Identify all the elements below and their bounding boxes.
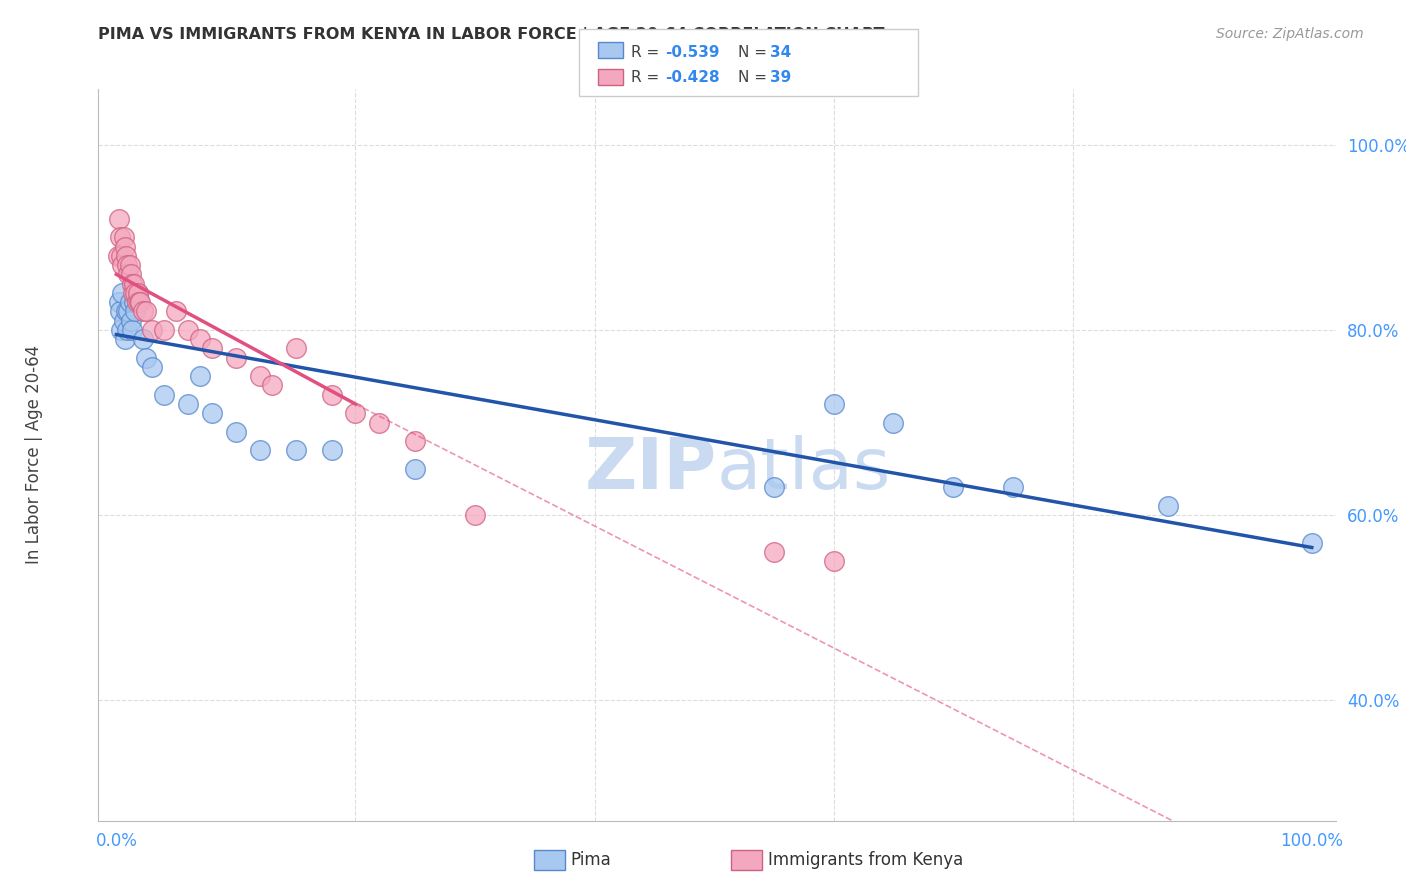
Point bbox=[108, 230, 131, 244]
Point bbox=[131, 304, 153, 318]
Point bbox=[153, 323, 176, 337]
Point bbox=[107, 295, 129, 310]
Point bbox=[135, 351, 157, 365]
Text: Immigrants from Kenya: Immigrants from Kenya bbox=[768, 851, 963, 869]
Point bbox=[124, 277, 146, 291]
Point bbox=[762, 545, 785, 559]
Point bbox=[120, 268, 142, 282]
Point bbox=[127, 285, 149, 300]
Point bbox=[141, 359, 163, 374]
Point bbox=[115, 249, 138, 263]
Point bbox=[153, 388, 176, 402]
Point bbox=[127, 285, 149, 300]
Point bbox=[249, 369, 271, 384]
Point bbox=[124, 285, 146, 300]
Point bbox=[108, 304, 131, 318]
Point bbox=[120, 313, 142, 327]
Point bbox=[125, 295, 148, 310]
Point bbox=[114, 332, 136, 346]
Text: PIMA VS IMMIGRANTS FROM KENYA IN LABOR FORCE | AGE 20-64 CORRELATION CHART: PIMA VS IMMIGRANTS FROM KENYA IN LABOR F… bbox=[98, 27, 884, 43]
Point bbox=[107, 211, 129, 226]
Point bbox=[124, 304, 146, 318]
Text: N =: N = bbox=[738, 45, 772, 60]
Point bbox=[177, 397, 200, 411]
Point bbox=[404, 462, 426, 476]
Point bbox=[118, 295, 141, 310]
Point bbox=[121, 277, 143, 291]
Text: atlas: atlas bbox=[717, 435, 891, 504]
Point bbox=[115, 323, 138, 337]
Point bbox=[284, 443, 307, 458]
Point bbox=[117, 304, 139, 318]
Y-axis label: In Labor Force | Age 20-64: In Labor Force | Age 20-64 bbox=[25, 345, 42, 565]
Point bbox=[110, 323, 132, 337]
Text: Source: ZipAtlas.com: Source: ZipAtlas.com bbox=[1216, 27, 1364, 41]
Point bbox=[249, 443, 271, 458]
Point bbox=[110, 249, 132, 263]
Text: 39: 39 bbox=[770, 70, 792, 85]
Point bbox=[201, 342, 224, 356]
Point bbox=[201, 406, 224, 420]
Point bbox=[882, 416, 904, 430]
Point bbox=[823, 397, 845, 411]
Point bbox=[118, 258, 141, 272]
Text: Pima: Pima bbox=[571, 851, 612, 869]
Point bbox=[165, 304, 187, 318]
Point bbox=[321, 443, 343, 458]
Point bbox=[823, 554, 845, 568]
Point bbox=[1157, 499, 1180, 513]
Point bbox=[225, 425, 247, 439]
Point bbox=[115, 304, 138, 318]
Point bbox=[122, 285, 145, 300]
Text: N =: N = bbox=[738, 70, 772, 85]
Point bbox=[177, 323, 200, 337]
Point bbox=[404, 434, 426, 448]
Point bbox=[117, 268, 139, 282]
Point bbox=[107, 249, 129, 263]
Point bbox=[121, 323, 143, 337]
Point bbox=[128, 295, 150, 310]
Point bbox=[225, 351, 247, 365]
Point bbox=[114, 239, 136, 253]
Point bbox=[188, 369, 211, 384]
Point bbox=[260, 378, 283, 392]
Point bbox=[762, 480, 785, 494]
Text: -0.539: -0.539 bbox=[665, 45, 720, 60]
Text: R =: R = bbox=[631, 45, 665, 60]
Point bbox=[112, 313, 135, 327]
Text: R =: R = bbox=[631, 70, 665, 85]
Point bbox=[188, 332, 211, 346]
Point bbox=[464, 508, 486, 522]
Point bbox=[124, 295, 146, 310]
Text: ZIP: ZIP bbox=[585, 435, 717, 504]
Point bbox=[112, 230, 135, 244]
Point bbox=[942, 480, 965, 494]
Point bbox=[344, 406, 367, 420]
Point bbox=[111, 285, 134, 300]
Point bbox=[368, 416, 391, 430]
Point bbox=[141, 323, 163, 337]
Point bbox=[1001, 480, 1024, 494]
Point bbox=[284, 342, 307, 356]
Point bbox=[135, 304, 157, 318]
Text: -0.428: -0.428 bbox=[665, 70, 720, 85]
Point bbox=[111, 258, 134, 272]
Point bbox=[129, 295, 152, 310]
Text: 34: 34 bbox=[770, 45, 792, 60]
Point bbox=[115, 258, 138, 272]
Point bbox=[321, 388, 343, 402]
Point bbox=[131, 332, 153, 346]
Point bbox=[1301, 536, 1323, 550]
